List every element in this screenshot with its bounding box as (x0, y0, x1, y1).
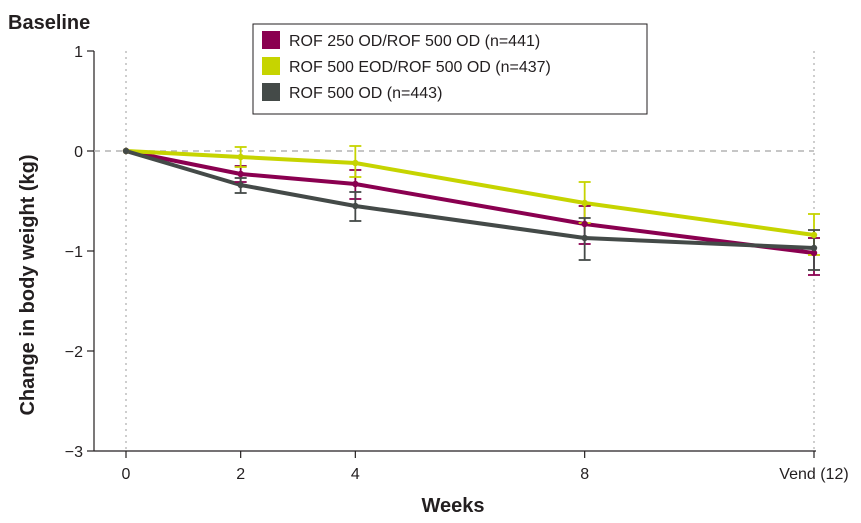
legend-label: ROF 500 EOD/ROF 500 OD (n=437) (289, 59, 551, 76)
data-point (122, 147, 130, 155)
data-point (810, 249, 818, 257)
y-tick-label: 0 (74, 144, 83, 161)
y-tick-label: −2 (65, 344, 83, 361)
legend-box (252, 23, 648, 115)
data-point (352, 180, 359, 188)
y-tick-label: −3 (65, 444, 83, 461)
series-line (125, 149, 815, 255)
y-tick-label: 1 (74, 44, 83, 61)
data-point (237, 153, 244, 161)
legend-swatch (262, 57, 280, 75)
data-point (581, 199, 588, 207)
x-tick-label: 0 (122, 466, 131, 483)
y-tick-label: −1 (65, 244, 83, 261)
series-line (125, 149, 815, 250)
data-point (352, 159, 359, 167)
data-point (352, 202, 359, 210)
data-point (581, 234, 588, 242)
legend-label: ROF 250 OD/ROF 500 OD (n=441) (289, 33, 540, 50)
legend: ROF 250 OD/ROF 500 OD (n=441) ROF 500 EOD… (252, 23, 648, 115)
data-point (237, 170, 244, 178)
legend-label: ROF 500 OD (n=443) (289, 85, 442, 102)
x-tick-label: 4 (351, 466, 360, 483)
data-point (810, 231, 818, 239)
baseline-label: Baseline (8, 12, 90, 34)
data-point (237, 181, 244, 189)
axes: 1 0 −1 −2 −3 0 2 4 8 Vend (12) (65, 44, 849, 483)
x-tick-label: Vend (12) (779, 466, 848, 483)
data-point (581, 220, 588, 228)
x-axis-title: Weeks (421, 495, 484, 517)
legend-swatch (262, 83, 280, 101)
data-point (810, 244, 818, 252)
series-layer (122, 145, 820, 276)
x-tick-label: 2 (236, 466, 245, 483)
legend-swatch (262, 31, 280, 49)
y-axis-title: Change in body weight (kg) (17, 154, 39, 415)
x-tick-label: 8 (580, 466, 589, 483)
